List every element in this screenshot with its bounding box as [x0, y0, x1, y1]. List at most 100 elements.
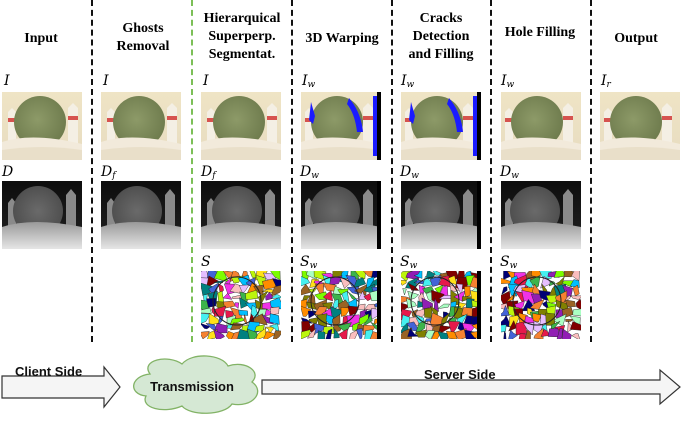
superpixel-region — [501, 286, 508, 296]
superpixel-region — [556, 327, 564, 339]
superpixel-region — [272, 278, 281, 288]
superpixel-region — [448, 321, 461, 335]
superpixel-region — [424, 330, 436, 339]
superpixel-region — [269, 313, 280, 325]
divider-6 — [590, 0, 592, 342]
symbol-Dw-hole: Dw — [500, 164, 519, 181]
superpixel-region — [338, 328, 348, 339]
image-input — [2, 92, 82, 160]
superpixel-region — [201, 323, 211, 330]
symbol-Sw-hole: Sw — [500, 254, 518, 271]
symbol-Sw-cracks: Sw — [400, 254, 418, 271]
symbol-I-input: I — [4, 73, 10, 89]
superpixel-region — [501, 278, 512, 284]
symbol-Df-ghosts: Df — [101, 164, 116, 181]
superpixel-region — [454, 328, 467, 339]
superpixel-region — [508, 329, 518, 339]
warp-border — [377, 271, 381, 339]
superpixel-region — [437, 303, 451, 310]
superpixel-region — [572, 284, 580, 297]
superpixel-region — [548, 280, 556, 287]
image-ghosts — [101, 92, 181, 160]
superpixel-region — [201, 307, 212, 314]
segmentation-cracks — [401, 271, 481, 339]
server-side-arrow — [261, 368, 681, 406]
superpixel-region — [407, 282, 420, 291]
symbol-D-input: D — [2, 164, 14, 180]
segmentation-warp — [301, 271, 381, 339]
superpixel-region — [237, 329, 251, 339]
symbol-Dw-cracks: Dw — [400, 164, 419, 181]
superpixel-region — [301, 306, 312, 317]
superpixel-region — [213, 280, 224, 283]
client-side-label: Client Side — [15, 364, 83, 379]
image-cracks — [401, 92, 481, 160]
symbol-Iw-hole: Iw — [501, 73, 515, 90]
superpixel-region — [532, 312, 542, 323]
superpixel-region — [571, 333, 580, 339]
segment-ball-outline — [410, 276, 460, 326]
superpixel-region — [401, 280, 407, 286]
superpixel-region — [208, 312, 221, 326]
segment-ball-outline — [310, 276, 360, 326]
superpixel-region — [361, 313, 373, 328]
superpixel-region — [524, 329, 531, 339]
superpixel-region — [217, 315, 224, 326]
superpixel-region — [464, 285, 471, 298]
server-side-label: Server Side — [424, 367, 496, 382]
depth-cracks — [401, 181, 481, 249]
stage-title-cracks: Cracks Detection and Filling — [408, 11, 474, 62]
superpixel-region — [325, 314, 334, 327]
superpixel-region — [407, 290, 420, 300]
depth-ghosts — [101, 181, 181, 249]
image-hole — [501, 92, 581, 160]
stage-title-3d-warping: 3D Warping — [305, 31, 379, 46]
client-side-arrow — [1, 365, 121, 409]
transmission-label: Transmission — [150, 379, 234, 394]
superpixel-region — [522, 322, 534, 336]
superpixel-region — [353, 277, 366, 289]
depth-warp — [301, 181, 381, 249]
superpixel-region — [329, 275, 343, 286]
superpixel-region — [575, 298, 581, 310]
symbol-I-seg: I — [203, 73, 209, 89]
image-seg — [201, 92, 281, 160]
symbol-Sw-warp: Sw — [300, 254, 318, 271]
symbol-Dw-warp: Dw — [300, 164, 319, 181]
superpixel-region — [234, 302, 240, 309]
superpixel-region — [415, 329, 427, 338]
superpixel-region — [213, 328, 225, 339]
superpixel-region — [332, 314, 341, 327]
superpixel-region — [413, 271, 423, 279]
superpixel-region — [340, 307, 351, 317]
superpixel-region — [572, 308, 581, 317]
segment-ball-outline — [212, 276, 262, 326]
superpixel-region — [570, 321, 581, 331]
superpixel-region — [333, 328, 340, 339]
superpixel-region — [201, 331, 210, 339]
transmission-cloud — [133, 355, 259, 414]
superpixel-region — [355, 328, 363, 339]
symbol-Df-seg: Df — [201, 164, 216, 181]
stage-title-hole-filling: Hole Filling — [504, 25, 576, 40]
superpixel-region — [433, 297, 439, 312]
superpixel-region — [402, 288, 407, 296]
divider-3 — [291, 0, 293, 342]
segment-ball-outline — [512, 276, 562, 326]
superpixel-region — [570, 295, 581, 300]
symbol-S-seg: S — [201, 254, 211, 270]
superpixel-region — [222, 292, 233, 300]
symbol-I-ghosts: I — [103, 73, 109, 89]
symbol-Ir-output: Ir — [601, 73, 611, 90]
segmentation-hole — [501, 271, 581, 339]
flow-diagram — [1, 355, 681, 414]
superpixel-region — [213, 323, 228, 334]
superpixel-region — [561, 328, 572, 339]
superpixel-region — [245, 289, 259, 301]
superpixel-region — [238, 309, 249, 316]
symbol-Iw-warp: Iw — [302, 73, 316, 90]
superpixel-region — [501, 304, 510, 317]
superpixel-region — [325, 328, 333, 339]
superpixel-region — [201, 313, 211, 324]
depth-seg — [201, 181, 281, 249]
